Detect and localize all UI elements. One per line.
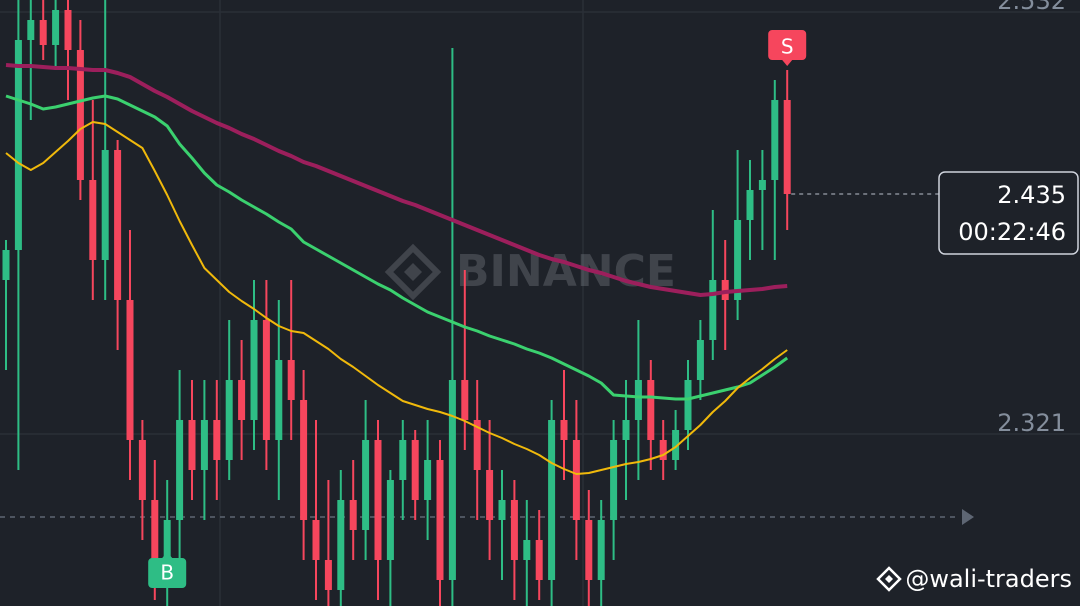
candle-body	[461, 380, 469, 420]
reference-arrow	[962, 509, 974, 525]
candle-body	[399, 440, 407, 480]
candle-body	[783, 100, 791, 194]
candle-body	[548, 420, 556, 580]
marker-label: B	[160, 561, 174, 585]
candle-body	[76, 50, 84, 180]
candle-body	[349, 500, 357, 530]
candle-body	[64, 10, 72, 50]
candle-body	[498, 500, 506, 520]
moving-average-line	[5, 63, 788, 297]
credit: @wali-traders	[905, 565, 1072, 593]
candle-body	[200, 420, 208, 470]
candle-body	[473, 420, 481, 470]
candle-body	[696, 340, 704, 380]
candle-body	[287, 360, 295, 400]
candle-body	[138, 440, 146, 500]
candle-body	[101, 150, 109, 260]
candle-body	[114, 150, 122, 300]
candle-body	[746, 190, 754, 220]
candle-body	[659, 440, 667, 460]
watermark-text: BINANCE	[456, 246, 676, 297]
watermark-logo	[384, 243, 442, 301]
candle-body	[337, 500, 345, 590]
candle-body	[238, 380, 246, 420]
candle-body	[597, 520, 605, 580]
candle-body	[523, 540, 531, 560]
candle-body	[709, 280, 717, 340]
price-box	[938, 171, 1079, 255]
countdown-label: 00:22:46	[958, 218, 1066, 246]
marker-badge	[148, 552, 187, 588]
candle-body	[14, 40, 22, 250]
candle-body	[225, 380, 233, 460]
candle-body	[672, 430, 680, 460]
candle-body	[374, 440, 382, 560]
candle-body	[684, 380, 692, 430]
candle-body	[27, 20, 35, 40]
candle-body	[758, 180, 766, 190]
credit-logo	[876, 566, 902, 592]
candle-body	[622, 420, 630, 440]
y-tick-label: 2.532	[997, 0, 1066, 15]
marker-label: S	[781, 35, 794, 59]
candle-body	[300, 400, 308, 520]
candle-body	[250, 320, 258, 420]
candle-body	[610, 440, 618, 520]
candle-body	[510, 500, 518, 560]
candle-body	[535, 540, 543, 580]
candle-body	[275, 360, 283, 440]
candle-body	[647, 380, 655, 440]
candle-body	[188, 420, 196, 470]
marker-badge	[768, 30, 807, 66]
candle-body	[771, 100, 779, 180]
last-price-label: 2.435	[997, 181, 1066, 209]
candle-body	[585, 520, 593, 580]
candle-body	[312, 520, 320, 560]
candle-body	[163, 520, 171, 580]
candle-body	[126, 300, 134, 440]
candle-body	[176, 420, 184, 520]
watermark: BINANCE	[384, 243, 676, 301]
candle-body	[89, 180, 97, 260]
candle-body	[411, 440, 419, 500]
candle-body	[52, 10, 60, 45]
candle-body	[734, 220, 742, 300]
moving-average-line	[5, 121, 788, 475]
candle-body	[362, 440, 370, 530]
candle-body	[39, 20, 47, 45]
candle-body	[424, 460, 432, 500]
moving-average-line	[5, 94, 789, 401]
candle-body	[448, 380, 456, 580]
candle-body	[151, 500, 159, 580]
candle-body	[324, 560, 332, 590]
candle-body	[486, 470, 494, 520]
candle-body	[572, 440, 580, 520]
candle-body	[436, 460, 444, 580]
candle-body	[560, 420, 568, 440]
candle-body	[634, 380, 642, 420]
candle-body	[262, 320, 270, 440]
candle-body	[386, 480, 394, 560]
candle-body	[213, 420, 221, 460]
candle-body	[2, 250, 10, 280]
y-tick-label: 2.321	[997, 409, 1066, 437]
